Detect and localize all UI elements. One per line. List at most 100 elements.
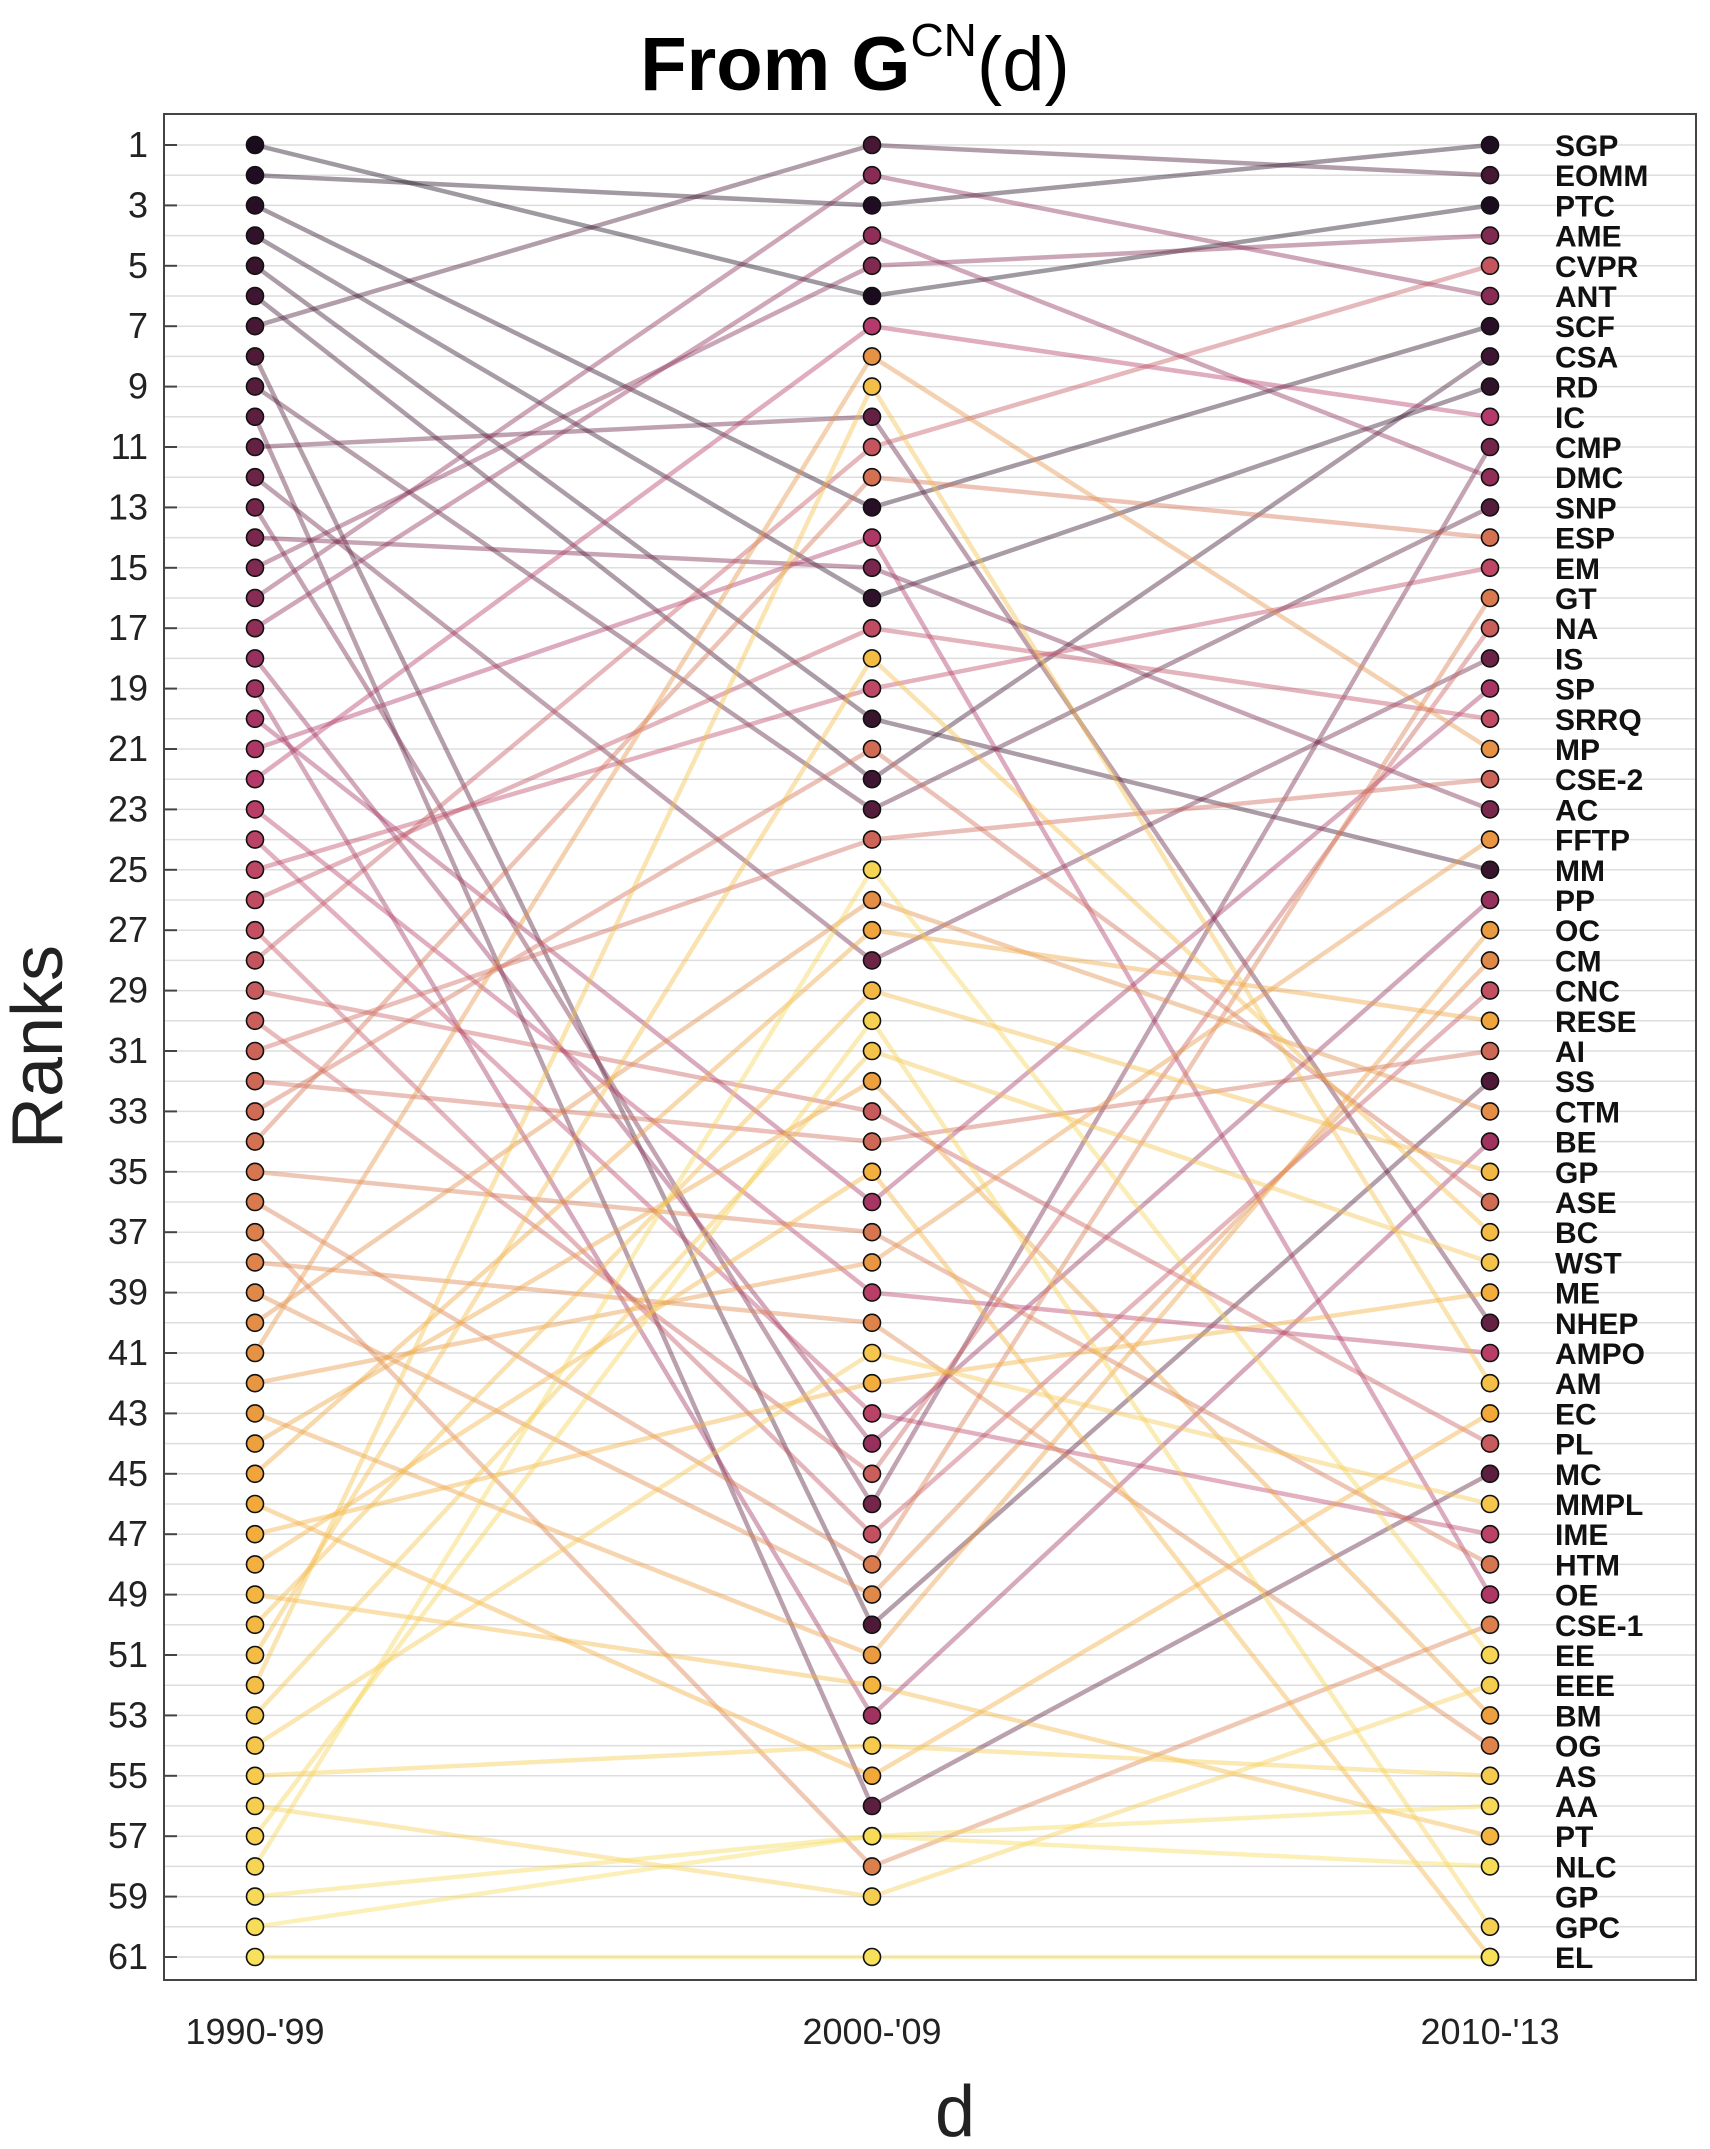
data-point bbox=[862, 890, 882, 910]
data-point bbox=[1480, 1071, 1500, 1091]
y-tick-label: 49 bbox=[108, 1574, 148, 1615]
rank-label: ME bbox=[1555, 1278, 1600, 1311]
data-point bbox=[1480, 1283, 1500, 1302]
data-point bbox=[245, 1132, 265, 1151]
rank-label: MC bbox=[1555, 1459, 1602, 1492]
rank-label: EM bbox=[1555, 553, 1600, 586]
y-tick-label: 3 bbox=[128, 184, 148, 225]
data-point bbox=[862, 800, 882, 819]
data-point bbox=[1480, 679, 1500, 698]
rank-label: CMP bbox=[1555, 432, 1622, 465]
data-point bbox=[1480, 467, 1500, 487]
grid-lines bbox=[165, 144, 1695, 1958]
data-point bbox=[1480, 316, 1500, 336]
data-point bbox=[245, 1373, 265, 1393]
rank-label: PP bbox=[1555, 885, 1595, 918]
data-point bbox=[862, 1585, 882, 1604]
y-tick-label: 45 bbox=[108, 1453, 148, 1494]
series-points bbox=[245, 135, 1500, 1967]
y-tick-label: 23 bbox=[108, 788, 148, 829]
data-point bbox=[245, 1404, 265, 1423]
data-point bbox=[862, 165, 882, 185]
y-tick-label: 41 bbox=[108, 1332, 148, 1373]
rank-label: MMPL bbox=[1555, 1489, 1643, 1522]
rank-label: NHEP bbox=[1555, 1308, 1638, 1341]
data-point bbox=[1480, 1313, 1500, 1333]
data-point bbox=[1480, 709, 1500, 729]
rank-label: CM bbox=[1555, 945, 1602, 978]
data-point bbox=[245, 1313, 265, 1333]
rank-label: CSE-1 bbox=[1555, 1610, 1643, 1643]
x-tick-label: 1990-'99 bbox=[186, 2011, 325, 2052]
data-point bbox=[862, 1887, 882, 1906]
rank-label: PT bbox=[1555, 1821, 1593, 1854]
data-point bbox=[862, 1162, 882, 1182]
rank-label: SCF bbox=[1555, 311, 1615, 344]
rank-label: ASE bbox=[1555, 1187, 1617, 1220]
x-axis-label: d bbox=[935, 2072, 975, 2149]
y-tick-label: 7 bbox=[128, 305, 148, 346]
data-point bbox=[862, 1313, 882, 1333]
data-point bbox=[1480, 1857, 1500, 1876]
data-point bbox=[1480, 558, 1500, 578]
data-point bbox=[1480, 920, 1500, 940]
rank-label: NLC bbox=[1555, 1851, 1617, 1884]
rank-label: EEE bbox=[1555, 1670, 1615, 1703]
data-point bbox=[245, 1071, 265, 1091]
y-tick-label: 47 bbox=[108, 1513, 148, 1554]
data-point bbox=[1480, 1343, 1500, 1363]
data-point bbox=[245, 1192, 265, 1212]
rank-label: EL bbox=[1555, 1942, 1593, 1975]
data-point bbox=[862, 1555, 882, 1574]
rank-label: GT bbox=[1555, 583, 1597, 616]
data-point bbox=[1480, 1917, 1500, 1937]
data-point bbox=[245, 1555, 265, 1574]
rank-label: ANT bbox=[1555, 281, 1617, 314]
data-point bbox=[1480, 226, 1500, 245]
data-point bbox=[245, 467, 265, 487]
y-tick-label: 53 bbox=[108, 1694, 148, 1735]
data-point bbox=[1480, 256, 1500, 276]
data-point bbox=[245, 1917, 265, 1937]
data-point bbox=[245, 860, 265, 880]
data-point bbox=[862, 286, 882, 306]
data-point bbox=[1480, 1434, 1500, 1453]
rank-label: OG bbox=[1555, 1731, 1602, 1764]
data-point bbox=[1480, 407, 1500, 427]
data-point bbox=[1480, 135, 1500, 155]
rank-label: SNP bbox=[1555, 492, 1617, 525]
data-point bbox=[862, 1102, 882, 1121]
data-point bbox=[1480, 1766, 1500, 1786]
rank-label: AC bbox=[1555, 794, 1598, 827]
rank-label: AME bbox=[1555, 221, 1622, 254]
rank-label: EOMM bbox=[1555, 160, 1648, 193]
data-point bbox=[862, 1524, 882, 1544]
data-point bbox=[245, 1826, 265, 1846]
series-line bbox=[253, 263, 1491, 963]
chart-title-superscript: CN bbox=[910, 14, 976, 66]
data-point bbox=[862, 316, 882, 336]
data-point bbox=[862, 377, 882, 396]
rank-label: OC bbox=[1555, 915, 1600, 948]
rank-label: PTC bbox=[1555, 190, 1615, 223]
data-point bbox=[245, 1947, 265, 1967]
y-tick-label: 21 bbox=[108, 728, 148, 769]
data-point bbox=[1480, 951, 1500, 970]
series-line bbox=[254, 1803, 1491, 1899]
data-point bbox=[1480, 377, 1500, 396]
y-tick-label: 19 bbox=[108, 668, 148, 709]
data-point bbox=[245, 558, 265, 578]
data-point bbox=[862, 1796, 882, 1816]
chart-title: From GCN(d) bbox=[640, 14, 1070, 107]
data-point bbox=[862, 920, 882, 940]
data-point bbox=[1480, 618, 1500, 638]
data-point bbox=[862, 1857, 882, 1876]
data-point bbox=[245, 437, 265, 457]
rank-label: ESP bbox=[1555, 523, 1615, 556]
rank-label: PL bbox=[1555, 1429, 1593, 1462]
data-point bbox=[862, 1645, 882, 1665]
rank-label: IS bbox=[1555, 643, 1583, 676]
data-point bbox=[245, 709, 265, 729]
data-point bbox=[245, 1675, 265, 1695]
data-point bbox=[245, 1766, 265, 1786]
